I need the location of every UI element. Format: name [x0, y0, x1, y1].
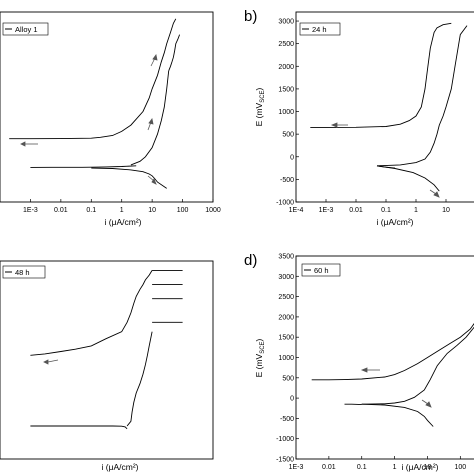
series-line-c-1 [126, 331, 153, 427]
legend-box-c [2, 265, 46, 279]
x-ticks-d: 1E-3 0.01 0.1 1 10 100 [289, 456, 466, 471]
series-group-c [30, 269, 183, 430]
y-tick-label-d-6: 1500 [278, 335, 294, 342]
series-line-a-4 [9, 18, 177, 140]
y-tick-label-b-8: 3000 [278, 19, 294, 26]
plot-frame-a [0, 11, 214, 203]
legend-box-b [299, 22, 341, 36]
plot-frame-d [295, 255, 474, 460]
series-line-d-3 [311, 323, 474, 381]
plot-frame-b [295, 11, 474, 203]
y-axis-label-d: E (mVSCE) [254, 338, 266, 377]
series-line-c-0 [30, 425, 128, 430]
y-tick-label-d-9: 3000 [278, 274, 294, 281]
y-tick-label-b-7: 2500 [278, 41, 294, 48]
x-tick-label-d-3: 1 [393, 464, 397, 471]
series-line-a-1 [30, 165, 137, 168]
legend-label-b: 24 h [312, 25, 327, 34]
y-tick-label-d-1: -1000 [276, 436, 294, 443]
series-line-c-2 [30, 270, 153, 356]
y-tick-label-b-5: 1500 [278, 86, 294, 93]
panel-d: d) 60 h -1500 -1000 -500 0 500 1000 1500 2000 25… [244, 252, 474, 472]
x-tick-label-b-2: 0.01 [349, 207, 363, 214]
series-line-a-3 [168, 34, 181, 71]
y-tick-label-b-6: 2000 [278, 64, 294, 71]
x-tick-label-a-3: 1 [120, 207, 124, 214]
series-line-b-3 [310, 22, 452, 128]
y-ticks-d: -1500 -1000 -500 0 500 1000 1500 2000 2500 3000 35… [276, 254, 299, 464]
x-tick-label-b-0: 1E-4 [289, 207, 304, 214]
series-line-a-0 [91, 167, 167, 189]
y-tick-label-b-1: -500 [280, 177, 294, 184]
x-ticks-b: 1E-4 1E-3 0.01 0.1 1 10 [289, 199, 450, 214]
series-group-b [310, 22, 468, 192]
y-tick-label-d-5: 1000 [278, 355, 294, 362]
x-tick-label-b-3: 0.1 [381, 207, 391, 214]
legend-box-a [2, 22, 49, 36]
plot-frame-c [0, 260, 214, 460]
x-tick-label-a-6: 1000 [205, 207, 221, 214]
series-line-d-0 [361, 403, 434, 427]
series-line-b-0 [376, 165, 440, 192]
y-tick-label-b-2: 0 [290, 154, 294, 161]
y-tick-label-d-0: -1500 [276, 457, 294, 464]
legend-label-a: Alloy 1 [15, 25, 38, 34]
panel-c: 48 h i (μA/cm²) [0, 260, 214, 472]
y-tick-label-b-4: 1000 [278, 109, 294, 116]
y-tick-label-d-10: 3500 [278, 254, 294, 261]
panel-b: b) 24 h -1000 -500 0 500 1000 1500 2000 2500 300… [244, 8, 474, 227]
y-axis-label-b: E (mVSCE) [254, 87, 266, 126]
x-axis-label-c: i (μA/cm²) [101, 462, 138, 472]
x-tick-label-d-2: 0.1 [357, 464, 367, 471]
series-group-d [311, 323, 474, 427]
y-ticks-b: -1000 -500 0 500 1000 1500 2000 2500 3000 [276, 19, 299, 207]
direction-arrows [20, 54, 440, 408]
legend-box-d [301, 263, 341, 277]
x-tick-label-a-0: 1E-3 [23, 207, 38, 214]
x-tick-label-d-4: 10 [424, 464, 432, 471]
x-tick-label-a-1: 0.01 [54, 207, 68, 214]
x-tick-label-b-1: 1E-3 [319, 207, 334, 214]
y-tick-label-b-3: 500 [282, 132, 294, 139]
panel-label-d: d) [244, 252, 257, 269]
x-tick-label-d-5: 100 [454, 464, 466, 471]
legend-label-c: 48 h [15, 268, 30, 277]
y-tick-label-d-2: -500 [280, 416, 294, 423]
series-line-a-2 [130, 70, 170, 166]
x-tick-label-a-4: 10 [148, 207, 156, 214]
panel-label-b: b) [244, 8, 257, 25]
x-ticks-a: 1E-3 0.01 0.1 1 10 100 1000 [23, 199, 221, 214]
panel-a: Alloy 1 1E-3 0.01 0.1 1 10 100 1000 i (μA/cm²) [0, 11, 221, 227]
x-tick-label-a-2: 0.1 [86, 207, 96, 214]
x-axis-label-d: i (μA/cm²) [401, 462, 438, 472]
y-tick-label-d-7: 2000 [278, 314, 294, 321]
y-tick-label-d-3: 0 [290, 396, 294, 403]
x-tick-label-d-0: 1E-3 [289, 464, 304, 471]
series-line-b-2 [376, 25, 468, 167]
legend-label-d: 60 h [314, 266, 329, 275]
series-group-a [9, 18, 181, 189]
y-tick-label-b-0: -1000 [276, 200, 294, 207]
series-line-d-2 [361, 326, 474, 405]
y-tick-label-d-4: 500 [282, 375, 294, 382]
x-axis-label-a: i (μA/cm²) [104, 217, 141, 227]
x-tick-label-b-5: 10 [442, 207, 450, 214]
y-tick-label-d-8: 2500 [278, 294, 294, 301]
x-tick-label-a-5: 100 [177, 207, 189, 214]
x-axis-label-b: i (μA/cm²) [376, 217, 413, 227]
x-tick-label-b-4: 1 [414, 207, 418, 214]
x-tick-label-d-1: 0.01 [322, 464, 336, 471]
